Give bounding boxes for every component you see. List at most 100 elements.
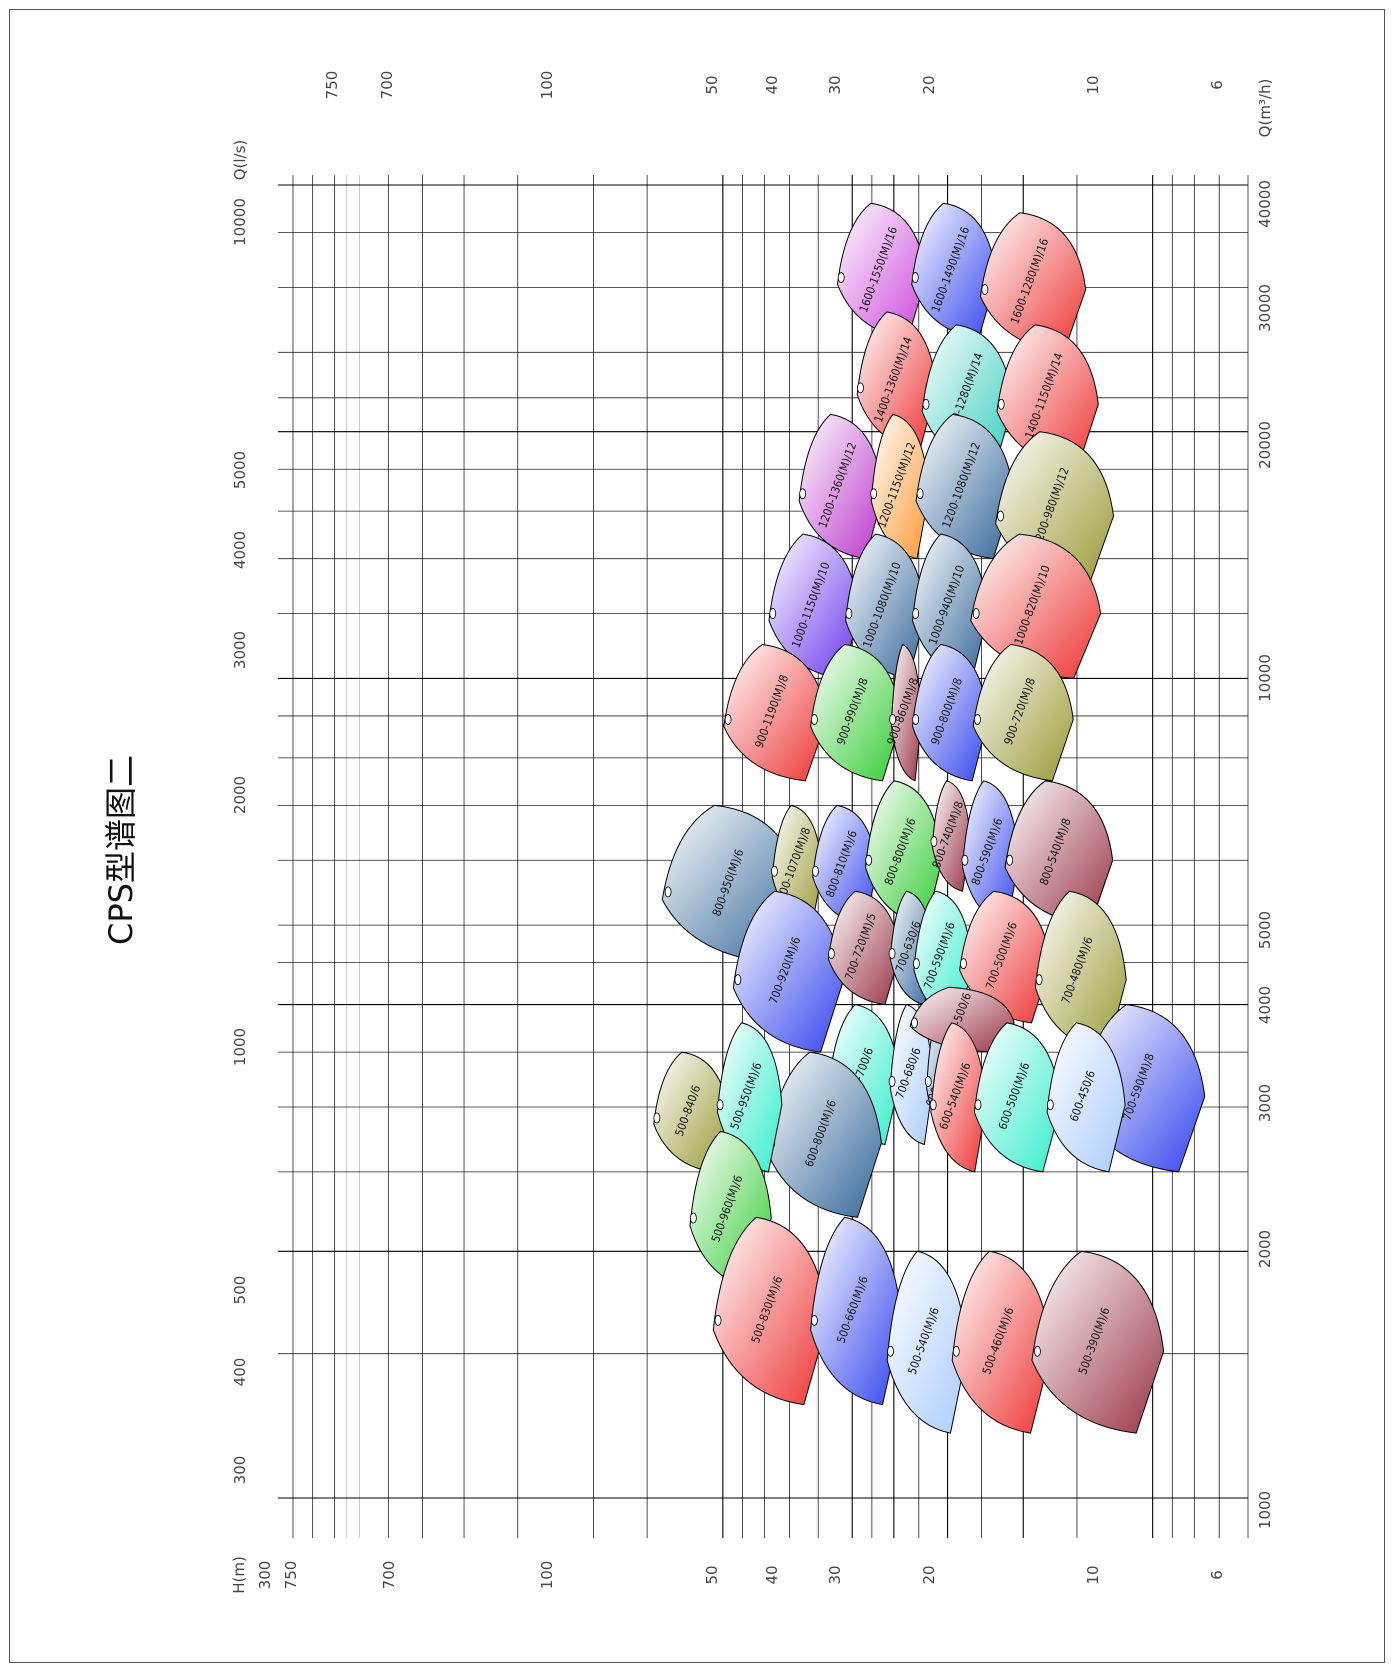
tick-label-flow-m3h: 10000	[1256, 654, 1274, 702]
tick-layer: 10000 5000 4000 3000 2000 1000 500 400 300 Q(l/s)…	[230, 71, 1274, 1594]
series-marker	[810, 714, 818, 725]
series-marker	[845, 608, 853, 619]
tick-label-head-top: 750	[323, 71, 341, 100]
tick-label-head-top: 20	[920, 75, 938, 94]
series-area-1	[911, 202, 997, 339]
series-marker	[981, 284, 989, 295]
series-marker	[912, 958, 920, 970]
series-area-27	[1004, 780, 1114, 926]
series-marker	[865, 854, 873, 866]
series-marker	[952, 1345, 960, 1357]
series-marker	[734, 974, 742, 986]
series-area-41	[1046, 1022, 1126, 1173]
tick-label-flow-ls: 300	[231, 1456, 249, 1485]
tick-label-flow-m3h: 5000	[1256, 911, 1274, 949]
series-marker	[1006, 854, 1014, 866]
series-marker	[714, 1314, 722, 1326]
series-marker	[912, 608, 920, 619]
series-marker	[929, 1099, 937, 1111]
tick-label-flow-ls: 4000	[231, 531, 249, 569]
tick-label-flow-ls: 5000	[231, 451, 249, 489]
axis-label-flow-ls: Q(l/s)	[231, 140, 249, 181]
series-area-17	[912, 643, 989, 782]
series-area-43	[653, 1051, 730, 1173]
series-marker	[769, 608, 777, 619]
series-marker	[924, 1076, 932, 1087]
tick-label-head-top: 100	[538, 71, 556, 100]
tick-label-head-bottom: 750	[282, 1561, 300, 1590]
series-marker	[916, 488, 924, 500]
series-marker	[857, 382, 864, 394]
chart-title: CPS型谱图二	[102, 755, 140, 945]
tick-label-head-top: 30	[826, 75, 844, 94]
series-area-39	[930, 1022, 987, 1173]
series-marker	[799, 488, 807, 500]
series-marker	[930, 836, 938, 847]
series-area-18	[972, 643, 1074, 782]
series-marker	[812, 865, 819, 877]
series-area-16	[890, 643, 922, 782]
series-marker	[972, 608, 980, 619]
series-marker	[828, 948, 835, 959]
series-marker	[911, 272, 919, 283]
tick-label-flow-ls: 10000	[231, 198, 249, 246]
tick-label-head-top: 50	[703, 75, 721, 94]
series-marker	[974, 714, 981, 725]
series-marker	[810, 1314, 818, 1326]
series-marker	[888, 948, 896, 959]
tick-label-flow-m3h: 4000	[1256, 986, 1274, 1024]
series-marker	[689, 1212, 697, 1224]
series-marker	[724, 714, 732, 725]
tick-label-head-top: 700	[378, 71, 396, 100]
series-marker	[889, 714, 897, 725]
series-marker	[922, 398, 930, 410]
axis-label-head-bottom: H(m)	[230, 1556, 248, 1594]
series-area-40	[973, 1022, 1062, 1173]
tick-label-head-bottom: 20	[920, 1565, 938, 1584]
tick-label-head-bottom: 40	[763, 1565, 781, 1584]
series-area-23	[865, 780, 943, 926]
tick-label-head-top: 10	[1084, 75, 1102, 94]
series-area-29	[827, 890, 901, 1006]
tick-label-head-top: 40	[763, 75, 781, 94]
series-marker	[888, 1076, 896, 1087]
series-marker	[771, 865, 778, 877]
tick-label-head-bottom: 700	[380, 1561, 398, 1590]
series-marker	[1034, 1345, 1041, 1357]
series-marker	[1035, 974, 1043, 986]
tick-label-head-bottom: 30	[826, 1565, 844, 1584]
series-area-47	[810, 1216, 902, 1406]
series-marker	[887, 1345, 894, 1357]
series-area-28	[732, 890, 845, 1053]
series-area-15	[810, 643, 902, 782]
series-marker	[997, 510, 1004, 522]
tick-label-head-bottom: 10	[1084, 1565, 1102, 1584]
tick-label-flow-m3h: 2000	[1256, 1230, 1274, 1268]
series-area-24	[931, 780, 971, 892]
series-marker	[997, 398, 1005, 410]
tick-label-flow-m3h: 3000	[1256, 1084, 1274, 1122]
patch-layer: 1600-1550(M)/16 1600-1490(M)/16 1600-1280(…	[653, 202, 1206, 1434]
series-marker	[961, 854, 969, 866]
tick-label-flow-ls: 2000	[231, 776, 249, 814]
tick-label-flow-m3h: 30000	[1256, 284, 1274, 332]
tick-label-head-top: 6	[1208, 80, 1226, 90]
series-marker	[653, 1112, 661, 1124]
tick-label-flow-ls: 3000	[231, 631, 249, 669]
tick-label-flow-ls: 400	[231, 1358, 249, 1387]
axis-label-flow-m3h: Q(m³/h)	[1256, 79, 1274, 138]
series-marker	[664, 886, 672, 898]
series-marker	[911, 1017, 918, 1029]
series-area-46	[712, 1216, 829, 1406]
tick-label-flow-m3h: 40000	[1256, 180, 1274, 228]
series-marker	[974, 1099, 982, 1111]
series-marker	[870, 488, 878, 500]
series-area-50	[1031, 1250, 1165, 1434]
series-area-0	[836, 202, 927, 339]
tick-label-head-bottom: 50	[703, 1565, 721, 1584]
tick-label-head-bottom: 100	[538, 1561, 556, 1590]
tick-label-head-bottom: 300	[256, 1561, 274, 1590]
series-area-48	[886, 1250, 968, 1434]
tick-label-flow-m3h: 1000	[1256, 1491, 1274, 1529]
